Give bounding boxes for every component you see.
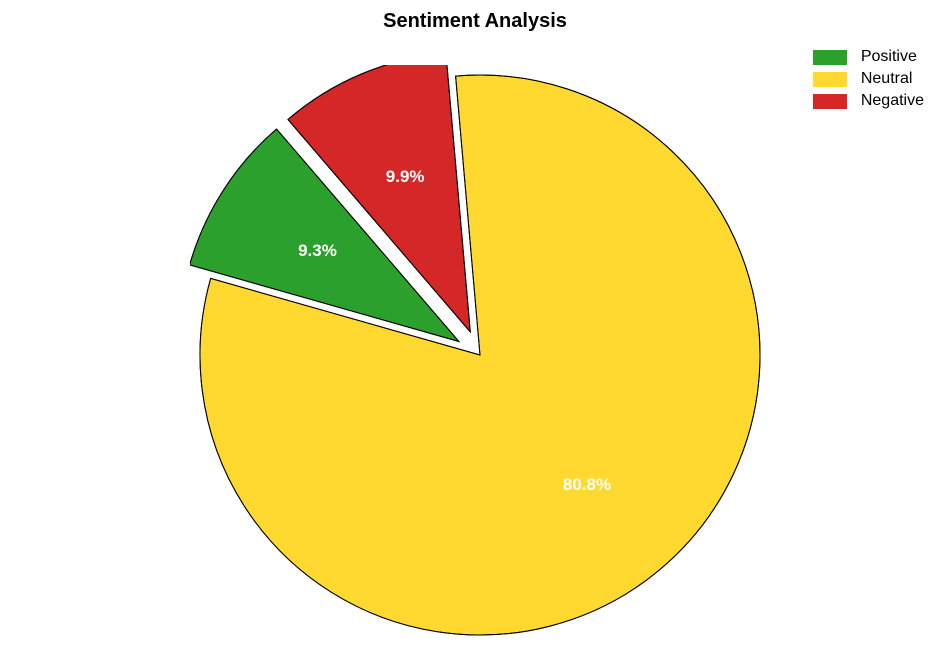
legend-swatch-negative	[813, 94, 847, 109]
chart-title: Sentiment Analysis	[383, 10, 567, 33]
sentiment-pie-chart: Sentiment Analysis Positive Neutral Negati…	[0, 0, 950, 662]
legend-swatch-positive	[813, 50, 847, 65]
slice-label-positive: 9.3%	[298, 241, 337, 261]
legend-label-positive: Positive	[861, 48, 917, 66]
pie-svg	[190, 65, 770, 645]
legend-label-neutral: Neutral	[861, 70, 913, 88]
legend-item-neutral: Neutral	[813, 70, 924, 88]
slice-label-negative: 9.9%	[386, 167, 425, 187]
legend-swatch-neutral	[813, 72, 847, 87]
legend-label-negative: Negative	[861, 92, 924, 110]
legend-item-positive: Positive	[813, 48, 924, 66]
legend: Positive Neutral Negative	[813, 48, 924, 114]
slice-label-neutral: 80.8%	[563, 475, 611, 495]
legend-item-negative: Negative	[813, 92, 924, 110]
